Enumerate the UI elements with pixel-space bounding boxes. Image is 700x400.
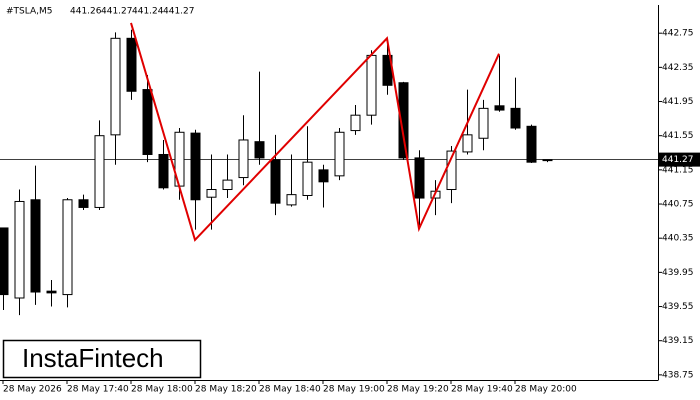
candle-body [334, 131, 345, 177]
x-tick-label: 28 May 20:00 [515, 385, 577, 395]
candle-body [0, 227, 9, 296]
ohlc-low: 441.24 [132, 7, 164, 17]
y-tick-label: 442.35 [662, 63, 694, 73]
candle-body [270, 159, 281, 204]
candle-body [206, 189, 217, 198]
candle-body [542, 159, 553, 162]
y-tick-label: 441.15 [662, 165, 694, 175]
x-tick-label: 28 May 18:00 [131, 385, 193, 395]
candle-body [398, 82, 409, 159]
candle-body [526, 125, 537, 163]
x-tick-label: 28 May 19:00 [323, 385, 385, 395]
candle-body [110, 37, 121, 136]
y-tick-label: 439.55 [662, 302, 694, 312]
y-tick-label: 441.55 [662, 131, 694, 141]
candle-body [30, 199, 41, 293]
candle-body [158, 153, 169, 189]
candle-body [286, 194, 297, 206]
candle-body [190, 132, 201, 201]
ohlc-high: 441.27 [101, 7, 133, 17]
candle-body [46, 290, 57, 294]
x-tick-label: 28 May 19:40 [451, 385, 513, 395]
y-tick-label: 438.75 [662, 370, 694, 380]
y-tick-label: 441.95 [662, 97, 694, 107]
x-tick-label: 28 May 18:20 [195, 385, 257, 395]
candle-body [446, 150, 457, 191]
candle-body [222, 179, 233, 191]
candle-body [238, 139, 249, 179]
symbol: #TSLA,M5 [6, 7, 52, 17]
y-tick-label: 442.75 [662, 29, 694, 39]
y-tick-label: 440.35 [662, 234, 694, 244]
logo: InstaFintech [22, 343, 164, 373]
logo-box [2, 339, 202, 379]
y-tick-label: 439.95 [662, 268, 694, 278]
candle-body [494, 105, 505, 111]
candle-body [126, 37, 137, 92]
candle-body [62, 199, 73, 296]
x-tick-label: 28 May 18:40 [259, 385, 321, 395]
pattern-line [130, 22, 500, 242]
y-tick-label: 440.75 [662, 200, 694, 210]
x-tick-label: 28 May 17:40 [67, 385, 129, 395]
current-price-box [658, 152, 700, 167]
ohlc-open: 441.26 [70, 7, 102, 17]
candle-body [366, 54, 377, 116]
candle-body [302, 161, 313, 196]
candle-body [14, 200, 25, 299]
current-price-label: 441.27 [662, 155, 694, 165]
candle-body [414, 157, 425, 199]
plot-area [0, 22, 658, 316]
ohlc-close: 441.27 [163, 7, 195, 17]
x-tick-label: 28 May 2026 [3, 385, 62, 395]
candle-body [350, 114, 361, 132]
candle-body [478, 107, 489, 139]
candle-body [142, 89, 153, 155]
candle-body [510, 107, 521, 129]
candle-body [94, 135, 105, 208]
candle-body [254, 141, 265, 159]
candle-body [318, 169, 329, 183]
y-tick-label: 439.15 [662, 336, 694, 346]
candle-body [78, 199, 89, 208]
candle-body [462, 134, 473, 153]
x-tick-label: 28 May 19:20 [387, 385, 449, 395]
